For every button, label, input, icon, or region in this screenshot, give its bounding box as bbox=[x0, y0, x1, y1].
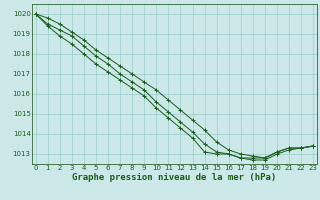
X-axis label: Graphe pression niveau de la mer (hPa): Graphe pression niveau de la mer (hPa) bbox=[72, 173, 276, 182]
